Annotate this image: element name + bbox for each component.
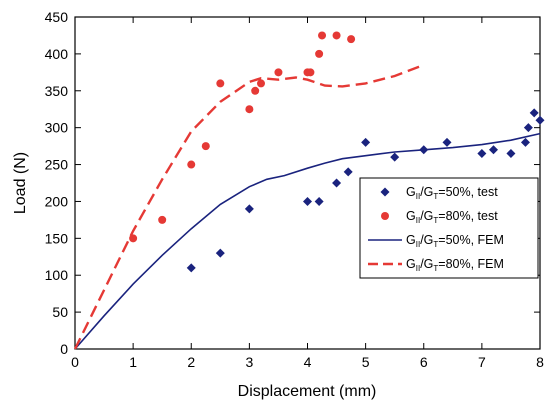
legend-subscript: T <box>433 192 438 201</box>
test-80-point <box>318 31 327 40</box>
legend-subscript: II <box>416 264 420 273</box>
y-tick-label: 200 <box>45 193 69 209</box>
test-80-point <box>245 105 254 114</box>
legend-subscript: II <box>416 216 420 225</box>
x-tick-label: 0 <box>71 354 79 370</box>
legend-text-part: G <box>406 209 416 223</box>
y-tick-label: 150 <box>45 230 69 246</box>
legend-marker-circle <box>381 212 389 220</box>
legend-marker-diamond <box>380 187 390 197</box>
test-80-point <box>187 160 196 169</box>
legend-text-part: G <box>406 185 416 199</box>
x-tick-label: 2 <box>187 354 195 370</box>
legend-text-part: G <box>406 233 416 247</box>
test-80-point <box>216 79 225 88</box>
plot-area <box>73 31 545 350</box>
test-50-point <box>489 145 498 155</box>
test-50-point <box>332 178 342 188</box>
x-tick-label: 7 <box>478 354 486 370</box>
test-50-point <box>520 137 530 147</box>
legend-text-part: =50%, FEM <box>438 233 504 247</box>
test-50-point <box>244 204 254 214</box>
test-50-point <box>186 263 196 273</box>
legend-entry-text: GII/GT=80%, FEM <box>406 257 504 273</box>
legend-subscript: II <box>416 240 420 249</box>
axes: 0 1 2 3 4 5 6 7 8 0 50 100 150 200 250 300 350 400 450 <box>45 9 544 370</box>
fem-80-line <box>73 63 425 350</box>
legend-text-part: /G <box>420 185 433 199</box>
test-50-point <box>303 196 312 206</box>
x-tick-label: 1 <box>129 354 137 370</box>
y-tick-label: 250 <box>45 157 69 173</box>
legend-text-part: /G <box>420 233 433 247</box>
x-axis-label: Displacement (mm) <box>238 383 377 400</box>
test-80-point <box>129 234 138 243</box>
legend-subscript: T <box>433 264 438 273</box>
test-50-point <box>314 196 324 206</box>
test-80-point <box>274 68 283 77</box>
x-tick-label: 8 <box>536 354 544 370</box>
legend-subscript: T <box>433 240 438 249</box>
fem-50-line <box>74 132 541 350</box>
x-tick-label: 3 <box>245 354 253 370</box>
y-tick-label: 300 <box>45 120 69 136</box>
test-50-point <box>390 152 400 162</box>
x-tick-label: 6 <box>420 354 428 370</box>
legend-entry-text: GII/GT=50%, test <box>406 185 498 201</box>
y-axis-label: Load (N) <box>12 152 29 214</box>
legend-subscript: II <box>416 192 420 201</box>
test-80-point <box>158 215 167 224</box>
test-80-point <box>257 79 265 88</box>
legend-text-part: /G <box>420 209 433 223</box>
test-50-point <box>535 115 545 125</box>
test-50-point <box>419 145 429 155</box>
test-80-point <box>251 86 260 95</box>
test-50-point <box>361 137 371 147</box>
test-80-point <box>332 31 341 40</box>
legend-text-part: =80%, FEM <box>438 257 504 271</box>
legend-entry-text: GII/GT=80%, test <box>406 209 498 225</box>
legend-text-part: =80%, test <box>438 209 498 223</box>
y-tick-label: 0 <box>60 341 68 357</box>
x-tick-label: 4 <box>304 354 312 370</box>
test-50-point <box>506 148 516 158</box>
test-50-point <box>529 108 539 118</box>
test-80-point <box>347 35 356 44</box>
test-80-point <box>315 49 324 58</box>
legend-box <box>359 177 539 279</box>
legend-text-part: G <box>406 257 416 271</box>
y-tick-label: 50 <box>52 304 68 320</box>
test-80-point <box>306 68 315 77</box>
test-50-point <box>477 148 487 158</box>
test-50-point <box>215 248 225 258</box>
y-tick-label: 450 <box>45 9 69 25</box>
y-tick-label: 100 <box>45 267 69 283</box>
test-80-point <box>201 142 210 151</box>
x-tick-label: 5 <box>362 354 370 370</box>
legend-text-part: /G <box>420 257 433 271</box>
legend-text-part: =50%, test <box>438 185 498 199</box>
y-tick-label: 350 <box>45 83 69 99</box>
test-50-point <box>523 123 533 133</box>
legend-entry-text: GII/GT=50%, FEM <box>406 233 504 249</box>
y-tick-label: 400 <box>45 46 69 62</box>
test-50-point <box>343 167 353 177</box>
test-50-point <box>442 137 452 147</box>
legend-subscript: T <box>433 216 438 225</box>
